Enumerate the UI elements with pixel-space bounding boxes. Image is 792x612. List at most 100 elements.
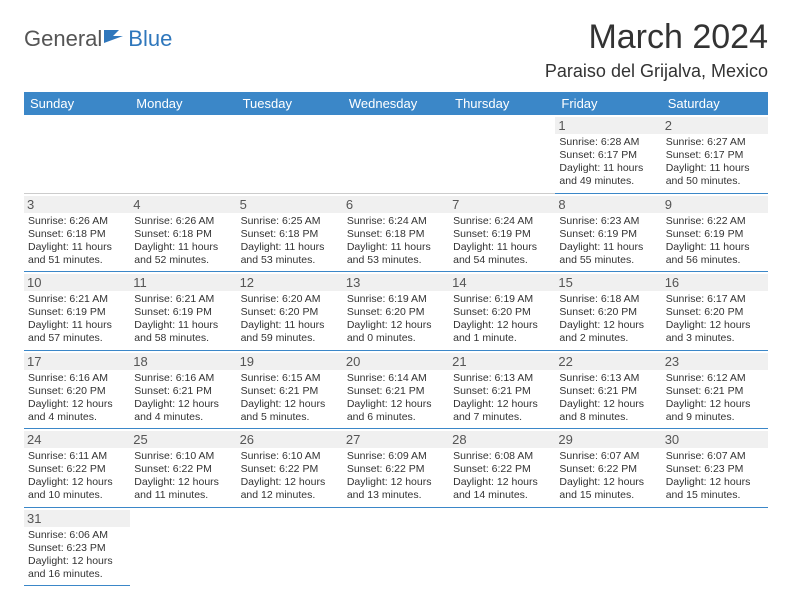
sunrise-text: Sunrise: 6:22 AM (666, 215, 764, 228)
sunrise-text: Sunrise: 6:28 AM (559, 136, 657, 149)
calendar-day-cell: 9Sunrise: 6:22 AMSunset: 6:19 PMDaylight… (662, 193, 768, 272)
sunrise-text: Sunrise: 6:18 AM (559, 293, 657, 306)
day-info: Sunrise: 6:12 AMSunset: 6:21 PMDaylight:… (666, 372, 764, 425)
calendar-day-cell: 17Sunrise: 6:16 AMSunset: 6:20 PMDayligh… (24, 350, 130, 429)
sunset-text: Sunset: 6:19 PM (453, 228, 551, 241)
day-info: Sunrise: 6:17 AMSunset: 6:20 PMDaylight:… (666, 293, 764, 346)
calendar-day-cell: 18 Sunrise: 6:16 AMSunset: 6:21 PMDayligh… (130, 350, 236, 429)
daylight-text: Daylight: 12 hours and 15 minutes. (559, 476, 657, 502)
calendar-day-cell: 22Sunrise: 6:13 AMSunset: 6:21 PMDayligh… (555, 350, 661, 429)
calendar-day-cell (24, 115, 130, 193)
weekday-header: Friday (555, 92, 661, 115)
day-info: Sunrise: 6:07 AMSunset: 6:22 PMDaylight:… (559, 450, 657, 503)
sunset-text: Sunset: 6:23 PM (666, 463, 764, 476)
sunset-text: Sunset: 6:19 PM (28, 306, 126, 319)
weekday-header: Saturday (662, 92, 768, 115)
day-info: Sunrise: 6:11 AMSunset: 6:22 PMDaylight:… (28, 450, 126, 503)
calendar-week-row: 24 Sunrise: 6:11 AMSunset: 6:22 PMDayligh… (24, 429, 768, 508)
day-info: Sunrise: 6:13 AMSunset: 6:21 PMDaylight:… (559, 372, 657, 425)
sunset-text: Sunset: 6:18 PM (347, 228, 445, 241)
daylight-text: Daylight: 11 hours and 59 minutes. (241, 319, 339, 345)
sunrise-text: Sunrise: 6:24 AM (453, 215, 551, 228)
sunset-text: Sunset: 6:21 PM (666, 385, 764, 398)
sunset-text: Sunset: 6:22 PM (28, 463, 126, 476)
calendar-day-cell: 24 Sunrise: 6:11 AMSunset: 6:22 PMDayligh… (24, 429, 130, 508)
day-number: 2 (662, 117, 768, 134)
calendar-day-cell: 1Sunrise: 6:28 AMSunset: 6:17 PMDaylight… (555, 115, 661, 193)
calendar-day-cell: 29Sunrise: 6:07 AMSunset: 6:22 PMDayligh… (555, 429, 661, 508)
day-info: Sunrise: 6:16 AMSunset: 6:21 PMDaylight:… (134, 372, 232, 425)
weekday-header: Sunday (24, 92, 130, 115)
calendar-day-cell: 7Sunrise: 6:24 AMSunset: 6:19 PMDaylight… (449, 193, 555, 272)
daylight-text: Daylight: 12 hours and 8 minutes. (559, 398, 657, 424)
day-info: Sunrise: 6:07 AMSunset: 6:23 PMDaylight:… (666, 450, 764, 503)
daylight-text: Daylight: 11 hours and 56 minutes. (666, 241, 764, 267)
calendar-day-cell: 5Sunrise: 6:25 AMSunset: 6:18 PMDaylight… (237, 193, 343, 272)
calendar-day-cell (237, 507, 343, 586)
sunrise-text: Sunrise: 6:10 AM (134, 450, 232, 463)
daylight-text: Daylight: 11 hours and 55 minutes. (559, 241, 657, 267)
sunrise-text: Sunrise: 6:16 AM (134, 372, 232, 385)
sunrise-text: Sunrise: 6:13 AM (559, 372, 657, 385)
daylight-text: Daylight: 11 hours and 52 minutes. (134, 241, 232, 267)
sunset-text: Sunset: 6:20 PM (559, 306, 657, 319)
day-number: 24 (24, 431, 130, 448)
calendar-day-cell: 30 Sunrise: 6:07 AMSunset: 6:23 PMDayligh… (662, 429, 768, 508)
daylight-text: Daylight: 12 hours and 7 minutes. (453, 398, 551, 424)
day-number: 12 (237, 274, 343, 291)
sunset-text: Sunset: 6:22 PM (347, 463, 445, 476)
day-info: Sunrise: 6:13 AMSunset: 6:21 PMDaylight:… (453, 372, 551, 425)
daylight-text: Daylight: 12 hours and 14 minutes. (453, 476, 551, 502)
sunrise-text: Sunrise: 6:17 AM (666, 293, 764, 306)
sunset-text: Sunset: 6:21 PM (134, 385, 232, 398)
daylight-text: Daylight: 12 hours and 10 minutes. (28, 476, 126, 502)
day-number: 14 (449, 274, 555, 291)
logo-text-blue: Blue (128, 26, 172, 52)
daylight-text: Daylight: 11 hours and 53 minutes. (241, 241, 339, 267)
day-info: Sunrise: 6:28 AMSunset: 6:17 PMDaylight:… (559, 136, 657, 189)
calendar-table: Sunday Monday Tuesday Wednesday Thursday… (24, 92, 768, 586)
day-number: 13 (343, 274, 449, 291)
sunset-text: Sunset: 6:21 PM (347, 385, 445, 398)
calendar-day-cell: 26Sunrise: 6:10 AMSunset: 6:22 PMDayligh… (237, 429, 343, 508)
logo: General Blue (24, 18, 172, 52)
sunset-text: Sunset: 6:19 PM (666, 228, 764, 241)
daylight-text: Daylight: 11 hours and 53 minutes. (347, 241, 445, 267)
day-number: 8 (555, 196, 661, 213)
calendar-week-row: 17Sunrise: 6:16 AMSunset: 6:20 PMDayligh… (24, 350, 768, 429)
calendar-day-cell (662, 507, 768, 586)
daylight-text: Daylight: 12 hours and 4 minutes. (134, 398, 232, 424)
calendar-day-cell: 14Sunrise: 6:19 AMSunset: 6:20 PMDayligh… (449, 272, 555, 351)
sunrise-text: Sunrise: 6:15 AM (241, 372, 339, 385)
location: Paraiso del Grijalva, Mexico (545, 61, 768, 82)
sunset-text: Sunset: 6:20 PM (453, 306, 551, 319)
sunset-text: Sunset: 6:22 PM (453, 463, 551, 476)
calendar-week-row: 1Sunrise: 6:28 AMSunset: 6:17 PMDaylight… (24, 115, 768, 193)
day-number: 18 (130, 353, 236, 370)
sunset-text: Sunset: 6:20 PM (241, 306, 339, 319)
day-number: 10 (24, 274, 130, 291)
day-info: Sunrise: 6:20 AMSunset: 6:20 PMDaylight:… (241, 293, 339, 346)
daylight-text: Daylight: 11 hours and 49 minutes. (559, 162, 657, 188)
day-number: 27 (343, 431, 449, 448)
sunrise-text: Sunrise: 6:24 AM (347, 215, 445, 228)
sunset-text: Sunset: 6:21 PM (559, 385, 657, 398)
calendar-day-cell: 21Sunrise: 6:13 AMSunset: 6:21 PMDayligh… (449, 350, 555, 429)
day-number: 30 (662, 431, 768, 448)
day-info: Sunrise: 6:21 AMSunset: 6:19 PMDaylight:… (134, 293, 232, 346)
calendar-day-cell: 15Sunrise: 6:18 AMSunset: 6:20 PMDayligh… (555, 272, 661, 351)
daylight-text: Daylight: 11 hours and 51 minutes. (28, 241, 126, 267)
logo-text-general: General (24, 26, 102, 52)
sunset-text: Sunset: 6:17 PM (666, 149, 764, 162)
day-number: 25 (130, 431, 236, 448)
day-info: Sunrise: 6:22 AMSunset: 6:19 PMDaylight:… (666, 215, 764, 268)
day-number: 28 (449, 431, 555, 448)
daylight-text: Daylight: 12 hours and 3 minutes. (666, 319, 764, 345)
sunrise-text: Sunrise: 6:26 AM (134, 215, 232, 228)
daylight-text: Daylight: 12 hours and 11 minutes. (134, 476, 232, 502)
calendar-day-cell (343, 507, 449, 586)
calendar-day-cell (449, 115, 555, 193)
day-number: 7 (449, 196, 555, 213)
daylight-text: Daylight: 11 hours and 58 minutes. (134, 319, 232, 345)
calendar-day-cell: 19Sunrise: 6:15 AMSunset: 6:21 PMDayligh… (237, 350, 343, 429)
